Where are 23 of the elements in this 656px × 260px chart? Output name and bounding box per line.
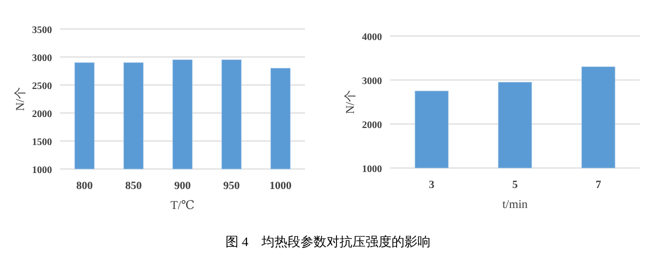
- y-tick-label: 1500: [32, 137, 52, 148]
- x-tick-label: 7: [596, 179, 602, 191]
- x-tick-label: 5: [512, 179, 518, 191]
- x-tick-label: 900: [174, 180, 192, 192]
- y-tick-label: 2000: [32, 109, 52, 120]
- y-axis-title: N/个: [343, 90, 357, 114]
- y-tick-label: 2000: [362, 120, 382, 131]
- x-tick-label: 800: [76, 180, 94, 192]
- x-axis-title: t/min: [502, 197, 528, 211]
- x-tick-label: 3: [428, 179, 435, 191]
- y-tick-label: 3000: [362, 76, 382, 87]
- x-tick-label: 950: [223, 180, 240, 192]
- x-axis-title: T/℃: [170, 198, 195, 212]
- y-tick-label: 1000: [362, 164, 382, 175]
- y-tick-label: 1000: [32, 165, 52, 176]
- x-tick-label: 850: [125, 180, 142, 192]
- x-tick-label: 1000: [270, 180, 292, 192]
- y-tick-label: 3500: [32, 25, 52, 36]
- y-axis-title: N/个: [13, 87, 27, 111]
- y-tick-label: 3000: [32, 53, 52, 64]
- y-tick-label: 4000: [362, 32, 382, 43]
- caption: 图 4 均热段参数对抗压强度的影响: [226, 234, 430, 249]
- y-tick-label: 2500: [32, 81, 52, 92]
